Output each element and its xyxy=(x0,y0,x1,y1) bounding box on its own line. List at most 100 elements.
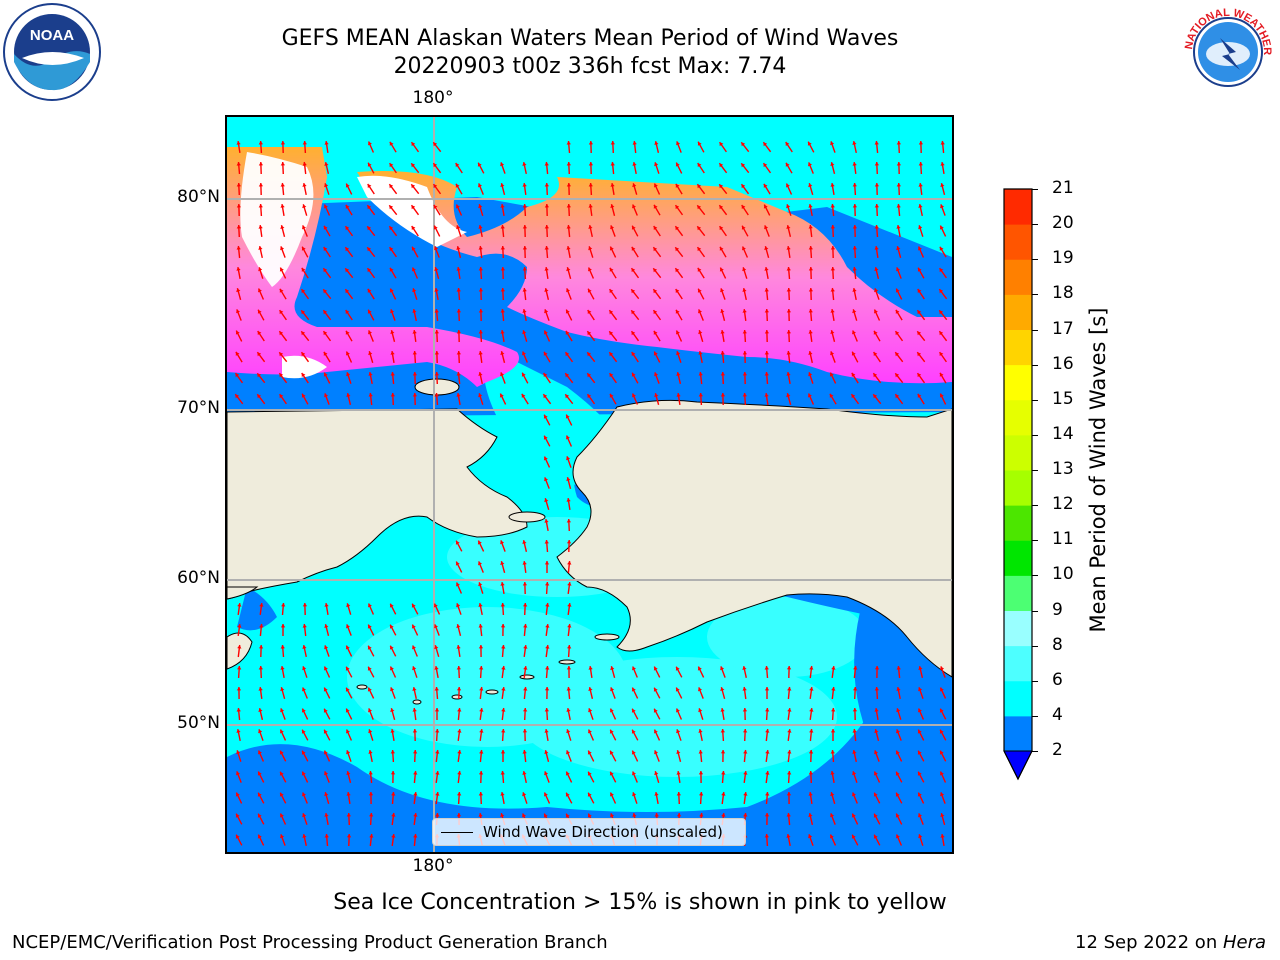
wind-arrow-head xyxy=(610,792,614,797)
wind-arrow-head xyxy=(345,226,350,231)
wind-arrow-head xyxy=(500,288,505,292)
wind-arrow-head xyxy=(302,813,307,818)
wind-arrow-head xyxy=(787,750,792,754)
wind-arrow-head xyxy=(433,142,438,147)
legend-line-sample xyxy=(441,831,473,833)
wind-arrow-head xyxy=(412,708,417,712)
wind-arrow-head xyxy=(477,162,482,167)
wind-arrow-head xyxy=(258,225,263,229)
colorbar-tick-label: 17 xyxy=(1052,318,1074,339)
wind-arrow-head xyxy=(478,267,483,271)
wind-arrow-head xyxy=(587,813,592,818)
wind-arrow-head xyxy=(874,267,879,271)
wind-arrow-head xyxy=(742,708,748,712)
colorbar-tick-label: 18 xyxy=(1052,283,1074,304)
wind-arrow-head xyxy=(631,708,636,713)
wind-arrow-head xyxy=(588,729,592,734)
wind-arrow-head xyxy=(588,141,593,145)
wind-arrow-head xyxy=(721,771,726,775)
wind-arrow-head xyxy=(588,183,593,187)
wind-arrow-head xyxy=(720,687,725,691)
wind-arrow-head xyxy=(500,624,506,628)
wind-arrow-head xyxy=(345,289,350,294)
wind-arrow-head xyxy=(478,309,483,313)
wind-arrow-head xyxy=(367,205,372,210)
wind-arrow-head xyxy=(478,351,483,355)
wind-arrow-head xyxy=(874,309,878,314)
wind-arrow-head xyxy=(852,204,857,208)
wind-arrow-head xyxy=(830,729,836,733)
wind-arrow-head xyxy=(279,288,284,293)
wind-arrow-head xyxy=(610,183,615,187)
wind-arrow-head xyxy=(896,834,900,839)
wind-arrow-head xyxy=(367,645,372,650)
wind-arrow-head xyxy=(566,225,571,229)
wind-arrow-head xyxy=(917,792,922,797)
wind-arrow-head xyxy=(522,351,526,356)
wind-arrow-head xyxy=(830,330,835,334)
wind-arrow-head xyxy=(545,582,550,586)
wind-arrow-head xyxy=(566,456,571,461)
wind-arrow-head xyxy=(609,331,614,336)
wind-arrow-head xyxy=(389,163,394,168)
wind-arrow-head xyxy=(939,352,944,356)
wind-arrow-head xyxy=(544,477,548,482)
wind-arrow-head xyxy=(719,142,724,147)
wind-arrow-head xyxy=(676,792,681,796)
wind-arrow-head xyxy=(852,330,856,335)
wind-arrow-head xyxy=(413,834,418,838)
wind-arrow-head xyxy=(697,184,702,189)
wind-arrow-head xyxy=(588,204,593,208)
wind-arrow-head xyxy=(523,603,528,607)
wind-arrow-head xyxy=(631,331,636,336)
wind-arrow-head xyxy=(544,288,549,292)
wind-arrow-head xyxy=(609,373,614,377)
wind-arrow-head xyxy=(479,687,484,691)
colorbar-tick xyxy=(1032,751,1038,752)
wind-arrow-head xyxy=(412,729,418,733)
wind-arrow-head xyxy=(698,687,702,692)
wind-arrow-head xyxy=(257,373,262,378)
wind-arrow-head xyxy=(257,331,262,335)
wind-arrow-head xyxy=(654,162,659,167)
wind-arrow-head xyxy=(302,687,306,692)
wind-arrow-head xyxy=(544,498,549,503)
wind-arrow-head xyxy=(478,813,483,817)
wind-arrow-head xyxy=(411,205,416,210)
wind-arrow-head xyxy=(522,750,527,754)
wind-arrow-head xyxy=(543,456,548,461)
wind-arrow-head xyxy=(873,330,878,335)
wind-arrow-head xyxy=(566,687,571,691)
wind-arrow-head xyxy=(940,771,944,776)
wind-arrow-head xyxy=(566,666,572,670)
colorbar-segment xyxy=(1004,364,1032,401)
wind-arrow-head xyxy=(522,330,527,335)
wind-arrow-head xyxy=(654,792,659,796)
wind-arrow-head xyxy=(521,372,526,377)
wind-arrow-head xyxy=(697,163,702,167)
credit-host: Hera xyxy=(1222,932,1266,953)
wind-arrow-head xyxy=(522,792,527,797)
wind-arrow-head xyxy=(852,141,857,145)
wind-arrow-head xyxy=(301,750,306,755)
wind-arrow-head xyxy=(895,331,900,336)
wind-arrow-head xyxy=(764,225,769,230)
wind-arrow-head xyxy=(544,267,549,271)
wind-arrow-head xyxy=(257,813,262,818)
wind-arrow-head xyxy=(521,393,526,398)
wind-arrow-head xyxy=(301,373,306,377)
wind-arrow-head xyxy=(785,162,790,167)
wind-arrow-head xyxy=(609,750,614,755)
wind-arrow-head xyxy=(741,163,746,168)
wind-arrow-head xyxy=(809,708,814,712)
wind-arrow-head xyxy=(895,771,900,776)
wind-arrow-head xyxy=(544,519,549,523)
wind-arrow-head xyxy=(324,645,329,650)
wind-arrow-head xyxy=(236,162,241,166)
wind-arrow-head xyxy=(479,708,484,712)
wind-arrow-head xyxy=(587,771,592,776)
wind-arrow-head xyxy=(411,603,416,608)
wind-arrow-head xyxy=(874,246,879,250)
wind-arrow-head xyxy=(830,162,835,166)
wind-arrow-head xyxy=(896,708,901,713)
